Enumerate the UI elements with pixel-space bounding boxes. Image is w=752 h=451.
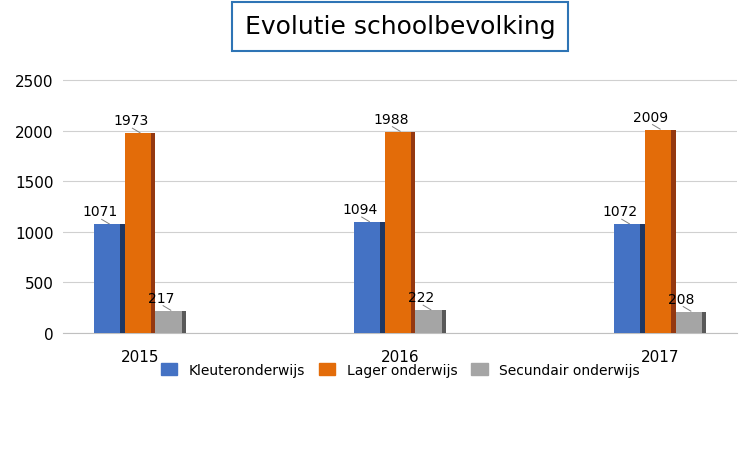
Bar [380,223,385,333]
Title: Evolutie schoolbevolking: Evolutie schoolbevolking [245,15,556,39]
Bar [94,225,125,333]
Bar [614,225,644,333]
Bar [151,134,156,333]
Bar [125,134,156,333]
Text: 2009: 2009 [633,110,669,124]
Bar [415,311,446,333]
Bar [671,130,675,333]
Bar [411,133,415,333]
Bar [644,130,675,333]
Bar [702,312,706,333]
Bar [156,311,186,333]
Bar [120,225,125,333]
Text: 1094: 1094 [342,202,378,216]
Text: 1973: 1973 [114,114,148,128]
Bar [675,312,706,333]
Bar [354,223,385,333]
Text: 1988: 1988 [373,112,408,126]
Text: 208: 208 [669,292,695,306]
Text: 1072: 1072 [602,205,638,219]
Bar [181,311,186,333]
Text: 1071: 1071 [83,205,118,219]
Text: 217: 217 [148,291,174,305]
Legend: Kleuteronderwijs, Lager onderwijs, Secundair onderwijs: Kleuteronderwijs, Lager onderwijs, Secun… [155,357,645,382]
Bar [640,225,644,333]
Bar [441,311,446,333]
Text: 222: 222 [408,290,435,304]
Bar [385,133,415,333]
